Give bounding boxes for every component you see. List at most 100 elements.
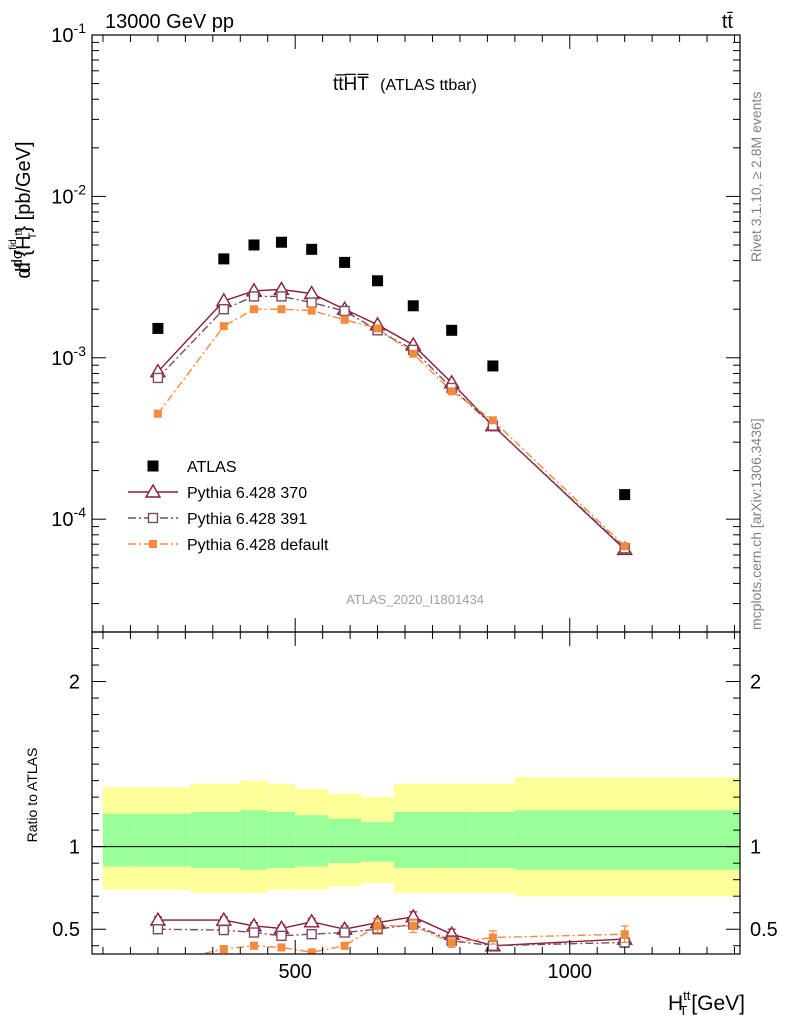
rivet-label: Rivet 3.1.10, ≥ 2.8M events [748,92,764,262]
main-y-axis-label: ddσfidd {HttT} [pb/GeV] [8,141,39,278]
data-point [276,930,287,942]
main-panel: 10-4 10-3 10-2 10-1 tt̅H̅T̅ (ATLAS ttbar) A… [8,20,741,633]
data-point [339,927,350,938]
data-point [219,945,228,954]
x-tick-label: 1000 [548,961,593,983]
data-point [144,483,162,498]
data-point [409,349,418,358]
inner-band-segment [470,811,515,869]
legend-entry: ATLAS [187,459,237,476]
analysis-id: ATLAS_2020_I1801434 [346,592,484,607]
data-point [488,416,497,425]
ratio-y-tick-label-right: 1 [750,837,761,859]
data-point [154,960,162,968]
data-point [373,921,382,930]
data-point [147,512,159,524]
header-left: 13000 GeV pp [105,11,234,33]
header-right: tt̄ [722,11,734,33]
legend-entry: Pythia 6.428 391 [187,511,307,528]
data-point [306,297,317,308]
data-point [340,941,349,950]
data-point [620,930,629,939]
data-point [446,324,458,336]
data-point [250,305,258,314]
ratio-y-tick-label-left: 0.5 [52,919,80,941]
inner-band-segment [394,811,438,869]
data-point [306,243,318,255]
ratio-y-tick-label-right: 2 [750,672,761,694]
inner-band-segment [328,818,362,864]
ratio-y-axis-label: Ratio to ATLAS [24,748,40,843]
legend-entry: Pythia 6.428 370 [187,485,307,502]
data-point [488,933,497,942]
data-point [487,360,499,372]
data-point [153,409,162,418]
x-tick-label: 500 [278,961,311,983]
inner-band-segment [190,811,241,869]
data-point [149,911,167,926]
data-point [152,924,164,935]
data-point [307,948,316,954]
main-series-markers [149,236,633,556]
data-point [218,304,229,315]
ratio-frame [91,631,741,955]
data-point [152,372,164,384]
data-point [407,300,419,312]
data-point [372,275,384,287]
inner-band-segment [135,813,191,867]
data-point [147,460,159,472]
y-tick-label: 10-2 [51,181,86,208]
ratio-series-markers [149,908,633,968]
inner-band-segment [102,813,136,867]
ratio-y-tick-labels: 0.5 0.5 1 1 2 2 [52,672,778,942]
inner-band-segment [240,810,268,870]
plot-title-sub: (ATLAS ttbar) [380,77,477,94]
data-point [248,927,260,938]
y-tick-label: 10-3 [51,343,86,370]
plot-title-main: tt̅H̅T̅ [333,74,369,95]
data-point [409,921,418,930]
data-point [218,924,229,936]
data-point [277,943,286,952]
ratio-y-tick-label-left: 1 [69,837,80,859]
inner-band-segment [514,810,740,870]
plot-title: tt̅H̅T̅ (ATLAS ttbar) [333,74,477,95]
data-point [303,913,320,928]
ratio-panel: 0.5 0.5 1 1 2 2 500 1000 Ratio to ATLAS Htt T [G… [24,631,778,1018]
legend: ATLAS Pythia 6.428 370 Pythia 6.428 391 Pyt… [128,459,329,554]
inner-band-segment [361,821,395,862]
main-axis-ticks [92,34,740,633]
main-y-tick-labels: 10-4 10-3 10-2 10-1 [51,20,86,531]
x-tick-labels: 500 1000 [278,961,592,983]
data-point [307,306,316,315]
data-point [339,256,351,268]
data-point [248,239,260,251]
ratio-y-tick-label-left: 2 [69,672,80,694]
data-point [276,291,287,302]
mcplots-label: mcplots.cern.ch [arXiv:1306.3436] [748,418,764,630]
data-point [340,315,349,324]
data-point [219,322,228,331]
data-point [248,291,260,302]
data-point [250,941,258,950]
data-point [152,322,164,334]
data-point [373,324,382,333]
ratio-uncertainty-bands [102,777,740,897]
data-point [619,489,631,501]
data-point [447,938,456,947]
ratio-y-tick-label-right: 0.5 [750,919,778,941]
inner-band-segment [437,811,471,869]
data-point [339,305,350,317]
ratio-series-line [198,925,625,954]
data-point [447,387,456,396]
data-point [277,305,286,314]
data-point [306,928,317,940]
legend-entry: Pythia 6.428 default [187,537,329,554]
x-axis-label: Htt T [GeV] [668,988,745,1018]
data-point [620,542,629,551]
data-point [275,236,287,248]
data-point [215,911,233,926]
inner-band-segment [267,811,296,869]
ratio-axis-ticks [92,632,740,954]
